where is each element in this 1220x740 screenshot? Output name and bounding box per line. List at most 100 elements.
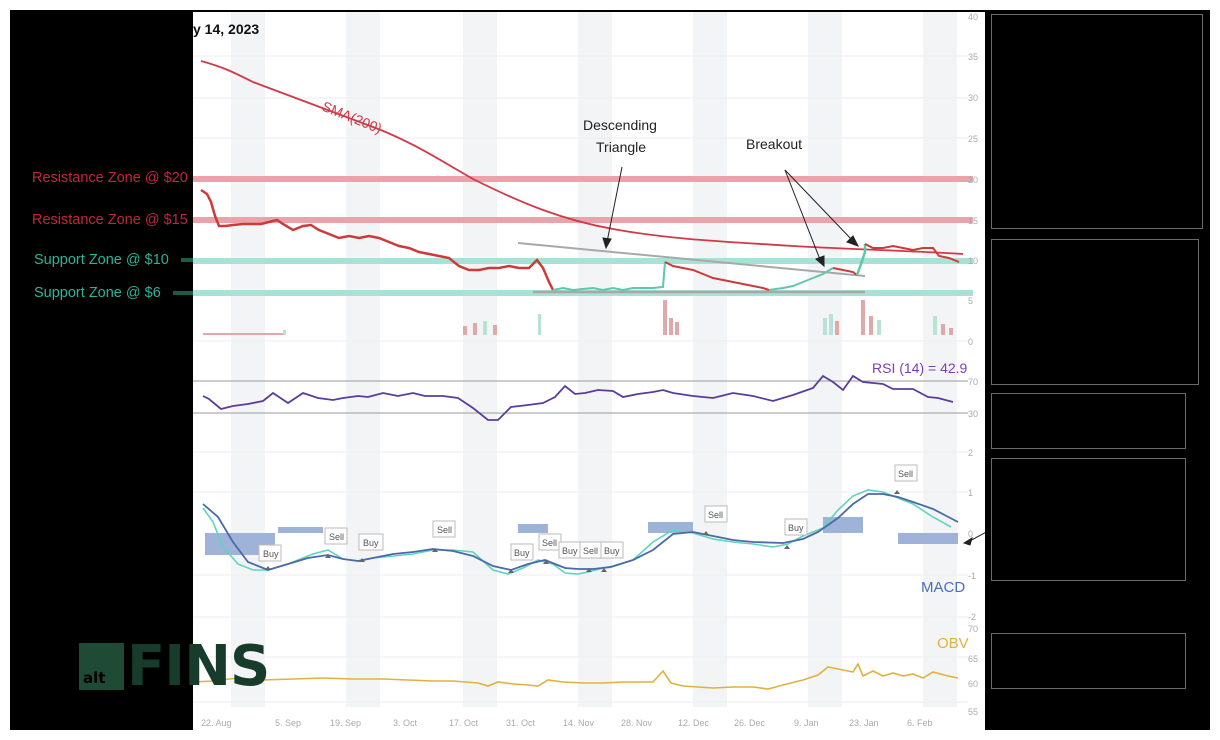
signal-sell-5: Sell xyxy=(703,505,728,535)
y-axis-rsi: 70 30 xyxy=(968,377,978,419)
obv-label: OBV xyxy=(937,635,969,652)
svg-text:31. Oct: 31. Oct xyxy=(506,718,536,728)
svg-text:5: 5 xyxy=(968,296,973,306)
svg-text:Sell: Sell xyxy=(898,469,913,479)
triangle-label-line1: Descending xyxy=(583,117,657,133)
signal-sell-3: Sell xyxy=(538,533,562,564)
sma-line xyxy=(200,60,964,255)
svg-text:15: 15 xyxy=(968,216,978,226)
resistance-band-20 xyxy=(193,176,973,182)
svg-text:9. Jan: 9. Jan xyxy=(794,718,819,728)
macd-main-line xyxy=(202,493,959,571)
svg-text:Sell: Sell xyxy=(329,532,344,542)
resistance-band-15 xyxy=(193,217,973,223)
y-axis-macd: 2 1 0 -1 -2 xyxy=(968,448,976,622)
support-zone-10-label: Support Zone @ $10 xyxy=(34,252,169,268)
svg-text:2: 2 xyxy=(968,448,973,458)
annotation-arrows xyxy=(602,166,991,546)
svg-text:-2: -2 xyxy=(968,612,976,622)
svg-text:25: 25 xyxy=(968,134,978,144)
svg-text:70: 70 xyxy=(968,377,978,387)
svg-text:26. Dec: 26. Dec xyxy=(734,718,766,728)
triangle-label-line2: Triangle xyxy=(596,139,646,155)
svg-text:6. Feb: 6. Feb xyxy=(907,718,933,728)
svg-text:70: 70 xyxy=(968,624,978,634)
side-panel-box-2 xyxy=(991,239,1199,385)
svg-text:Sell: Sell xyxy=(542,538,557,548)
support-band-10 xyxy=(193,258,973,264)
svg-text:60: 60 xyxy=(968,679,978,689)
breakout-label: Breakout xyxy=(746,136,802,152)
signal-sell-1: Sell xyxy=(324,527,348,558)
price-candles xyxy=(200,188,960,292)
resistance-zone-15-label: Resistance Zone @ $15 xyxy=(32,212,188,228)
svg-text:20: 20 xyxy=(968,175,978,185)
svg-text:Buy: Buy xyxy=(562,546,578,556)
svg-text:-1: -1 xyxy=(968,571,976,581)
svg-text:3. Oct: 3. Oct xyxy=(393,718,418,728)
chart-svg: Buy Sell Buy Sell Buy Sell Buy Sell Buy … xyxy=(192,12,991,728)
macd-label: MACD xyxy=(921,579,965,596)
svg-text:19. Sep: 19. Sep xyxy=(330,718,361,728)
svg-text:14. Nov: 14. Nov xyxy=(563,718,595,728)
svg-text:Buy: Buy xyxy=(604,546,620,556)
svg-text:0: 0 xyxy=(968,529,973,539)
signal-sell-4: Sell xyxy=(579,541,603,559)
svg-text:22. Aug: 22. Aug xyxy=(201,718,232,728)
svg-text:65: 65 xyxy=(968,654,978,664)
side-panel-box-5 xyxy=(991,633,1186,689)
y-axis-price: 40 35 30 25 20 15 10 5 0 xyxy=(968,12,978,347)
svg-text:Buy: Buy xyxy=(514,548,530,558)
svg-text:Sell: Sell xyxy=(708,510,723,520)
svg-text:40: 40 xyxy=(968,12,978,22)
chart-title-fragment: y 14, 2023 xyxy=(193,21,259,37)
signal-buy-5: Buy xyxy=(600,541,624,572)
y-axis-obv: 70 65 60 55 xyxy=(968,624,978,717)
svg-text:Sell: Sell xyxy=(437,525,452,535)
side-panel-box-1 xyxy=(991,14,1203,229)
svg-text:35: 35 xyxy=(968,52,978,62)
svg-text:28. Nov: 28. Nov xyxy=(621,718,653,728)
logo-mark: alt xyxy=(79,643,124,690)
svg-text:Buy: Buy xyxy=(363,538,379,548)
grid-lines xyxy=(193,55,968,703)
svg-text:10: 10 xyxy=(968,256,978,266)
svg-text:Buy: Buy xyxy=(788,523,804,533)
svg-text:0: 0 xyxy=(968,337,973,347)
x-axis: 22. Aug 5. Sep 19. Sep 3. Oct 17. Oct 31… xyxy=(201,718,933,728)
background-bands xyxy=(231,12,957,707)
svg-text:1: 1 xyxy=(968,488,973,498)
rsi-label: RSI (14) = 42.9 xyxy=(872,360,968,376)
altfins-logo: alt FINS xyxy=(79,634,270,699)
chart-panel: Buy Sell Buy Sell Buy Sell Buy Sell Buy … xyxy=(192,12,991,730)
signal-buy-6: Buy xyxy=(784,518,808,549)
logo-wordmark: FINS xyxy=(127,634,270,699)
svg-text:30: 30 xyxy=(968,93,978,103)
svg-text:Sell: Sell xyxy=(583,546,598,556)
svg-text:55: 55 xyxy=(968,707,978,717)
macd-histogram xyxy=(205,517,958,555)
macd-signal-line xyxy=(202,489,952,575)
svg-text:12. Dec: 12. Dec xyxy=(678,718,710,728)
svg-text:23. Jan: 23. Jan xyxy=(849,718,879,728)
rsi-line xyxy=(202,374,954,421)
signal-sell-2: Sell xyxy=(432,520,456,552)
support-zone-6-label: Support Zone @ $6 xyxy=(34,285,161,301)
volume-bars xyxy=(203,300,953,335)
signal-buy-1: Buy xyxy=(258,544,282,570)
resistance-zone-20-label: Resistance Zone @ $20 xyxy=(32,170,188,186)
triangle-upper-line xyxy=(517,242,866,277)
svg-text:5. Sep: 5. Sep xyxy=(275,718,301,728)
side-panel-box-3 xyxy=(991,393,1186,449)
svg-text:30: 30 xyxy=(968,409,978,419)
obv-line xyxy=(192,662,959,690)
support-zone-10-connector xyxy=(181,258,193,262)
signal-buy-3: Buy xyxy=(508,543,534,573)
signal-sell-6: Sell xyxy=(894,464,918,494)
svg-text:17. Oct: 17. Oct xyxy=(449,718,479,728)
macd-signal-markers: Buy Sell Buy Sell Buy Sell Buy Sell Buy … xyxy=(258,464,918,573)
signal-buy-2: Buy xyxy=(358,533,384,562)
svg-text:Buy: Buy xyxy=(263,549,279,559)
side-panel-box-4 xyxy=(991,458,1186,581)
support-zone-6-connector xyxy=(173,291,193,295)
